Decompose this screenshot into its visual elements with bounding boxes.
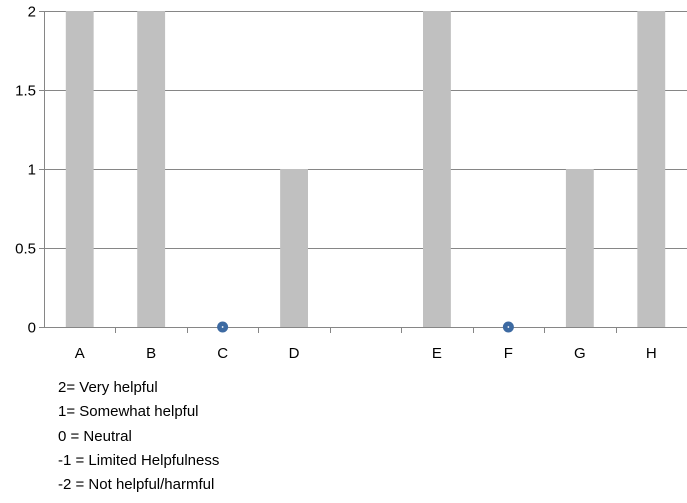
y-tick-label: 1.5 — [15, 83, 36, 100]
bar — [280, 169, 308, 327]
legend-item-limited-helpfulness: -1 = Limited Helpfulness — [58, 451, 220, 469]
legend-item-neutral: 0 = Neutral — [58, 427, 132, 445]
bar — [637, 11, 666, 327]
y-tick-label: 2 — [28, 4, 36, 21]
score-legend: 2= Very helpful 1= Somewhat helpful 0 = … — [58, 376, 219, 497]
legend-item-somewhat-helpful: 1= Somewhat helpful — [58, 403, 199, 421]
zero-point-marker-center — [507, 326, 510, 328]
x-tick-label: A — [75, 345, 85, 362]
legend-item-very-helpful: 2= Very helpful — [58, 379, 158, 396]
x-tick-label: H — [646, 345, 657, 362]
x-tick-label: C — [217, 345, 228, 362]
bar — [423, 11, 451, 327]
x-tick-label: B — [146, 345, 156, 362]
bar — [65, 11, 94, 327]
bar-chart: 0 0.5 1 1.5 2 A B C D E F G H — [15, 4, 687, 362]
x-tick-label: F — [504, 345, 513, 362]
zero-point-marker-center — [221, 326, 224, 328]
legend-item-not-helpful: -2 = Not helpful/harmful — [58, 476, 215, 494]
y-tick-label: 1 — [28, 162, 36, 179]
x-tick-label: D — [289, 345, 300, 362]
y-tick-label: 0.5 — [15, 241, 36, 258]
x-tick-label: E — [432, 345, 442, 362]
bar — [137, 11, 166, 327]
bar — [565, 169, 594, 327]
y-tick-label: 0 — [28, 320, 36, 337]
x-tick-label: G — [574, 345, 586, 362]
